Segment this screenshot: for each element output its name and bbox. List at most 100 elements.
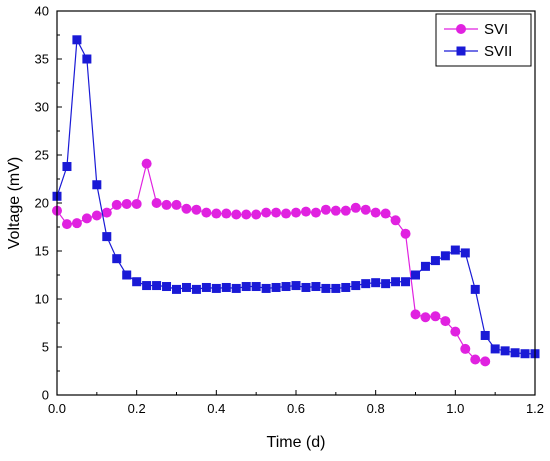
legend-marker bbox=[456, 24, 466, 34]
data-point-svi bbox=[161, 199, 172, 210]
data-point-svii bbox=[291, 281, 301, 291]
data-point-svii bbox=[490, 344, 500, 354]
data-point-svii bbox=[331, 283, 341, 293]
data-point-svii bbox=[500, 346, 510, 356]
data-point-svii bbox=[311, 282, 321, 292]
data-point-svii bbox=[82, 54, 92, 64]
data-point-svi bbox=[400, 228, 411, 239]
data-point-svii bbox=[391, 277, 401, 287]
data-point-svii bbox=[172, 284, 181, 294]
x-tick-label: 1.0 bbox=[446, 401, 464, 416]
data-point-svi bbox=[141, 158, 152, 169]
y-tick-label: 0 bbox=[42, 388, 49, 403]
legend-entry-svi: SVI bbox=[444, 21, 508, 38]
y-tick-label: 30 bbox=[35, 100, 49, 115]
data-point-svi bbox=[340, 205, 351, 216]
data-point-svii bbox=[211, 283, 221, 293]
data-point-svi bbox=[191, 204, 202, 215]
data-point-svii bbox=[221, 282, 231, 292]
data-point-svii bbox=[191, 284, 201, 294]
data-point-svi bbox=[281, 208, 292, 219]
data-point-svi bbox=[151, 198, 162, 208]
data-point-svii bbox=[520, 349, 530, 359]
data-point-svii bbox=[480, 330, 490, 340]
data-point-svii bbox=[201, 282, 211, 292]
y-tick-label: 35 bbox=[35, 52, 49, 67]
data-point-svii bbox=[112, 254, 122, 264]
data-point-svi bbox=[410, 309, 421, 320]
legend-label: SVII bbox=[484, 43, 512, 60]
data-point-svi bbox=[261, 207, 272, 218]
data-point-svii bbox=[341, 282, 351, 292]
data-point-svi bbox=[300, 206, 311, 217]
x-tick-label: 0.0 bbox=[48, 401, 66, 416]
y-tick-label: 25 bbox=[35, 148, 49, 163]
data-point-svii bbox=[450, 245, 460, 255]
data-point-svi bbox=[221, 208, 232, 219]
data-point-svii bbox=[181, 282, 191, 292]
data-point-svi bbox=[91, 210, 102, 221]
data-point-svi bbox=[360, 204, 371, 215]
data-point-svii bbox=[510, 348, 520, 358]
data-point-svii bbox=[351, 281, 361, 291]
data-point-svi bbox=[241, 209, 252, 220]
x-axis-title: Time (d) bbox=[267, 434, 326, 451]
data-point-svii bbox=[420, 261, 430, 271]
data-point-svi bbox=[201, 207, 212, 218]
data-point-svi bbox=[101, 207, 112, 218]
data-point-svi bbox=[330, 205, 341, 216]
data-point-svi bbox=[121, 198, 132, 209]
data-point-svii bbox=[102, 232, 112, 242]
legend-entry-svii: SVII bbox=[444, 43, 512, 60]
data-point-svii bbox=[371, 278, 381, 288]
data-point-svii bbox=[241, 282, 251, 292]
data-point-svii bbox=[281, 282, 291, 292]
data-point-svi bbox=[430, 311, 441, 322]
data-point-svii bbox=[62, 162, 72, 172]
legend: SVI SVII bbox=[435, 13, 532, 67]
data-point-svii bbox=[162, 282, 172, 292]
data-point-svii bbox=[401, 277, 411, 287]
x-tick-labels: 0.0 0.2 0.4 0.6 0.8 1.0 1.2 bbox=[48, 401, 544, 416]
data-point-svii bbox=[440, 251, 450, 261]
data-point-svi bbox=[460, 343, 471, 354]
y-tick-label: 5 bbox=[42, 340, 49, 355]
data-point-svii bbox=[271, 282, 281, 292]
y-tick-label: 20 bbox=[35, 196, 49, 211]
x-tick-label: 1.2 bbox=[526, 401, 544, 416]
legend-box bbox=[435, 13, 532, 67]
data-point-svii bbox=[460, 248, 470, 258]
data-point-svi bbox=[271, 207, 282, 218]
plot-frame bbox=[56, 10, 536, 396]
data-point-svi bbox=[81, 213, 92, 224]
y-tick-label: 40 bbox=[35, 4, 49, 19]
legend-marker bbox=[456, 46, 466, 56]
data-point-svi bbox=[211, 208, 222, 219]
data-point-svi bbox=[320, 204, 331, 215]
data-point-svii bbox=[470, 284, 480, 294]
data-point-svii bbox=[261, 283, 271, 293]
x-tick-label: 0.2 bbox=[128, 401, 146, 416]
data-point-svii bbox=[72, 35, 82, 45]
data-point-svi bbox=[171, 199, 182, 210]
data-point-svi bbox=[131, 198, 142, 209]
data-point-svii bbox=[92, 180, 102, 190]
data-point-svi bbox=[111, 199, 122, 210]
data-point-svi bbox=[390, 215, 401, 226]
data-point-svii bbox=[142, 281, 152, 291]
x-tick-label: 0.6 bbox=[287, 401, 305, 416]
series-layer bbox=[52, 35, 540, 367]
data-point-svi bbox=[61, 219, 72, 230]
data-point-svii bbox=[132, 277, 142, 287]
data-point-svi bbox=[71, 218, 82, 229]
data-point-svi bbox=[370, 207, 381, 218]
series-svii bbox=[52, 35, 540, 359]
y-tick-labels: 0 5 10 15 20 25 30 35 40 bbox=[35, 4, 49, 403]
series-line-svii bbox=[56, 37, 535, 355]
data-point-svii bbox=[430, 256, 440, 266]
y-tick-label: 15 bbox=[35, 244, 49, 259]
data-point-svi bbox=[350, 202, 361, 213]
data-point-svii bbox=[231, 283, 241, 293]
data-point-svi bbox=[380, 208, 391, 219]
